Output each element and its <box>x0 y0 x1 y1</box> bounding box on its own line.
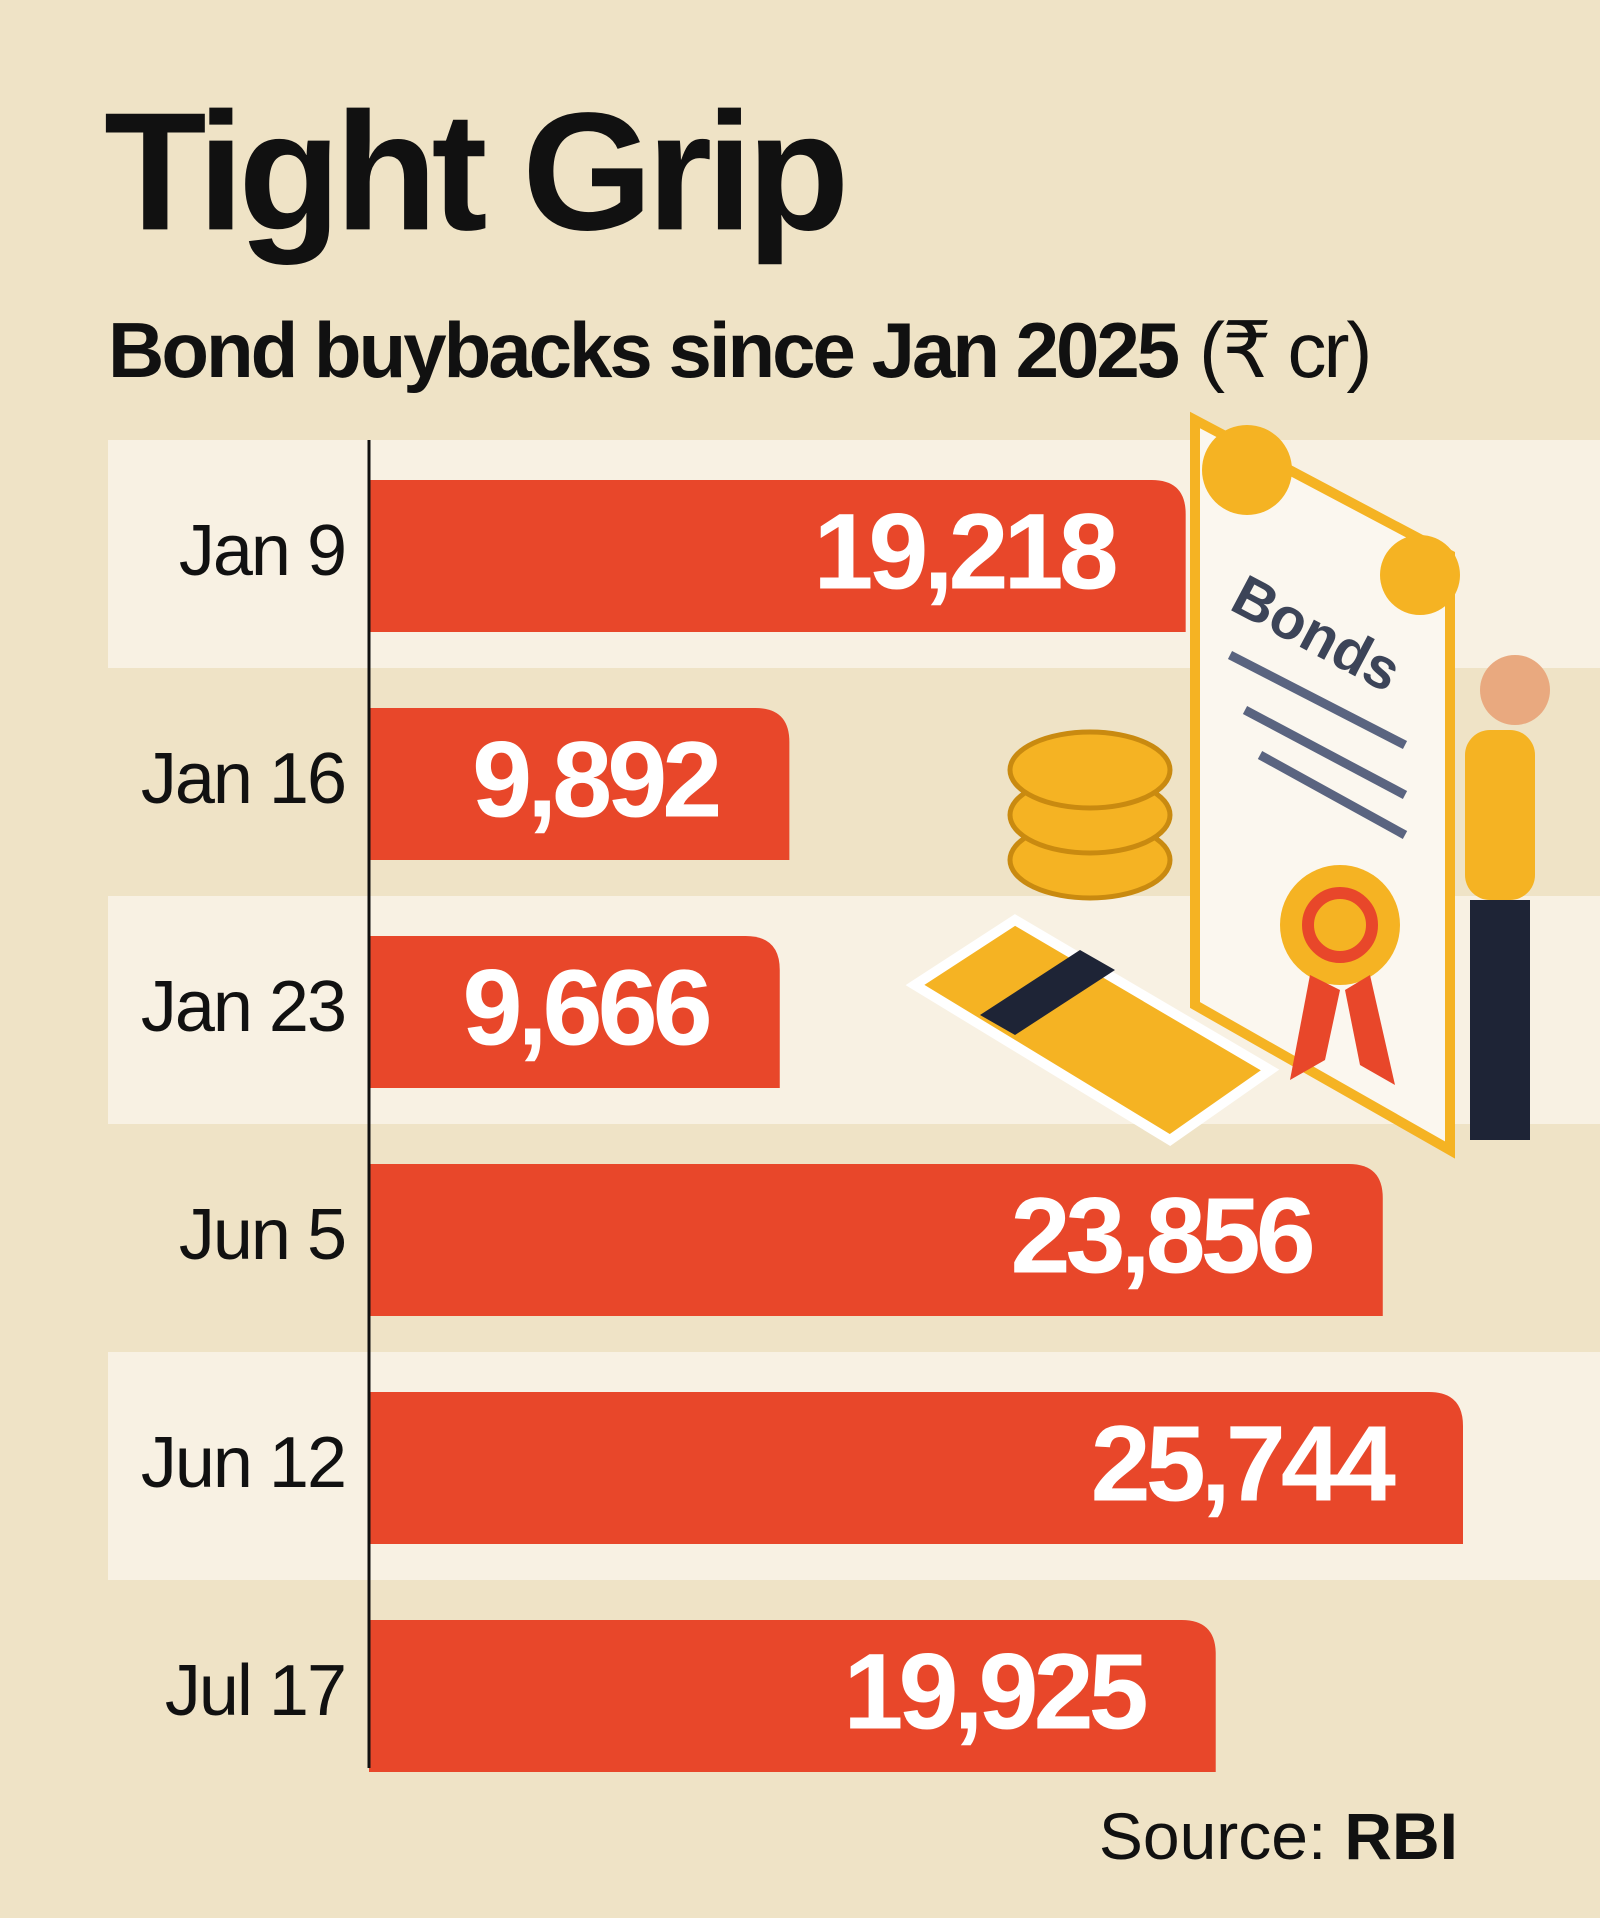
person <box>1480 655 1550 725</box>
banknotes <box>905 914 1280 1146</box>
ribbon <box>1290 975 1340 1080</box>
band <box>980 950 1115 1035</box>
decoration <box>1380 535 1460 615</box>
value-label: 9,892 <box>472 719 718 840</box>
rosette <box>1302 887 1378 963</box>
decoration <box>1257 751 1408 839</box>
y-tick-label: Jun 5 <box>179 1195 345 1275</box>
rosette <box>1280 865 1400 985</box>
decoration <box>1242 706 1408 799</box>
value-label: 9,666 <box>462 947 709 1068</box>
value-label: 19,218 <box>813 491 1115 612</box>
ribbon <box>1345 975 1395 1085</box>
y-tick-label: Jun 12 <box>141 1423 345 1503</box>
bar <box>369 1392 1463 1544</box>
y-tick-label: Jan 9 <box>179 511 345 591</box>
source-name: RBI <box>1344 1799 1458 1873</box>
person <box>1465 730 1535 900</box>
bar <box>369 1164 1383 1316</box>
decoration <box>1202 425 1292 515</box>
illustration: Bonds <box>905 411 1550 1159</box>
bar <box>369 708 790 860</box>
value-label: 19,925 <box>843 1631 1146 1752</box>
decoration <box>1227 650 1408 750</box>
bar <box>369 936 780 1088</box>
bar <box>369 1620 1216 1772</box>
chart-title: Tight Grip <box>104 77 843 265</box>
subtitle: Bond buybacks since Jan 2025 (₹ cr) <box>108 306 1369 394</box>
y-tick-label: Jan 16 <box>141 739 345 819</box>
y-tick-label: Jul 17 <box>165 1651 345 1731</box>
value-label: 25,744 <box>1091 1403 1396 1524</box>
unit: (₹ cr) <box>1199 306 1369 394</box>
y-tick-label: Jan 23 <box>141 967 345 1047</box>
person <box>1470 900 1530 1140</box>
value-label: 23,856 <box>1010 1175 1312 1296</box>
source: Source: RBI <box>1099 1799 1458 1873</box>
bar <box>369 480 1186 632</box>
source-label: Source: <box>1099 1799 1326 1873</box>
subtitle-text: Bond buybacks since Jan 2025 <box>108 306 1179 394</box>
coin <box>1007 729 1173 811</box>
